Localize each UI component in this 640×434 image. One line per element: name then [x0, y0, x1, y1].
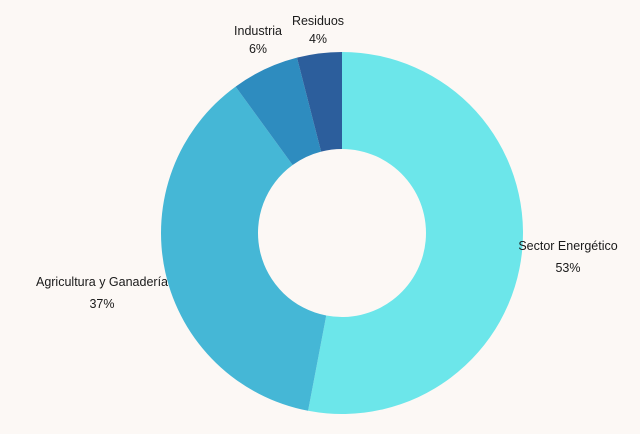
slice-value-label-1: 53% — [555, 261, 580, 275]
slice-label-4: Residuos — [292, 14, 344, 28]
donut-slice-3 — [235, 57, 322, 166]
donut-slice-2 — [160, 86, 327, 411]
donut-slice-4 — [296, 52, 342, 152]
slice-label-2: Agricultura y Ganadería — [36, 275, 168, 289]
slice-value-label-4: 4% — [309, 32, 327, 46]
slice-value-label-2: 37% — [89, 297, 114, 311]
donut-slice-1 — [308, 52, 523, 414]
slice-label-1: Sector Energético — [518, 239, 617, 253]
slice-label-3: Industria — [234, 24, 282, 38]
slice-value-label-3: 6% — [249, 42, 267, 56]
